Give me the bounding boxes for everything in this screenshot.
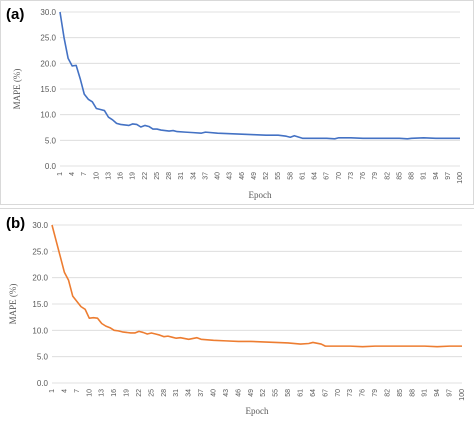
x-tick-label: 1 bbox=[49, 389, 56, 393]
panel-a-label: (a) bbox=[6, 6, 25, 23]
chart-panel-a: (a) 0.0 5.0 10.0 15.0 20.0 25.0 30.0 1 4 7 10 13 16 1… bbox=[0, 0, 474, 205]
x-tick-label: 52 bbox=[260, 389, 267, 397]
x-tick-label: 55 bbox=[273, 389, 280, 397]
x-tick-label: 91 bbox=[421, 172, 428, 180]
x-tick-label: 76 bbox=[360, 172, 367, 180]
x-tick-label: 67 bbox=[324, 172, 331, 180]
x-tick-label: 100 bbox=[459, 389, 466, 401]
x-tick-label: 61 bbox=[297, 389, 304, 397]
chart-b-svg: 0.0 5.0 10.0 15.0 20.0 25.0 30.0 1 4 7 10 13 16 19 22 2… bbox=[8, 221, 466, 416]
x-tick-label: 67 bbox=[322, 389, 329, 397]
x-tick-label: 37 bbox=[198, 389, 205, 397]
x-tick-label: 70 bbox=[336, 172, 343, 180]
x-tick-label: 49 bbox=[251, 172, 258, 180]
x-tick-label: 22 bbox=[142, 172, 149, 180]
x-tick-label: 64 bbox=[310, 389, 317, 397]
x-tick-label: 7 bbox=[81, 172, 88, 176]
x-tick-label: 10 bbox=[86, 389, 93, 397]
x-tick-label: 64 bbox=[312, 172, 319, 180]
x-tick-label: 49 bbox=[248, 389, 255, 397]
x-tick-label: 88 bbox=[409, 172, 416, 180]
x-tick-label: 79 bbox=[372, 389, 379, 397]
x-tick-label: 46 bbox=[239, 172, 246, 180]
x-tick-label: 97 bbox=[447, 389, 454, 397]
x-tick-label: 28 bbox=[161, 389, 168, 397]
x-tick-label: 25 bbox=[154, 172, 161, 180]
x-tick-label: 28 bbox=[166, 172, 173, 180]
x-tick-label: 1 bbox=[57, 172, 64, 176]
panel-b-label: (b) bbox=[6, 215, 26, 232]
x-tick-label: 70 bbox=[335, 389, 342, 397]
y-tick-label: 0.0 bbox=[45, 162, 57, 171]
y-tick-label: 0.0 bbox=[37, 379, 49, 388]
chart-a-svg: 0.0 5.0 10.0 15.0 20.0 25.0 30.0 1 4 7 10 13 16 19 22 2… bbox=[12, 8, 464, 200]
y-tick-label: 25.0 bbox=[40, 34, 56, 43]
x-tick-label: 16 bbox=[118, 172, 125, 180]
x-tick-label: 10 bbox=[93, 172, 100, 180]
x-tick-label: 58 bbox=[287, 172, 294, 180]
y-tick-label: 20.0 bbox=[32, 274, 48, 283]
x-tick-label: 79 bbox=[372, 172, 379, 180]
y-tick-label: 15.0 bbox=[32, 300, 48, 309]
y-tick-label: 10.0 bbox=[32, 326, 48, 335]
x-tick-label: 13 bbox=[105, 172, 112, 180]
x-tick-label: 91 bbox=[422, 389, 429, 397]
x-tick-label: 97 bbox=[445, 172, 452, 180]
x-tick-label: 94 bbox=[433, 172, 440, 180]
x-tick-label: 61 bbox=[299, 172, 306, 180]
x-tick-label: 22 bbox=[136, 389, 143, 397]
x-tick-label: 13 bbox=[99, 389, 106, 397]
x-tick-label: 82 bbox=[384, 389, 391, 397]
x-tick-label: 85 bbox=[396, 172, 403, 180]
x-tick-label: 58 bbox=[285, 389, 292, 397]
x-tick-label: 19 bbox=[124, 389, 131, 397]
x-tick-label: 16 bbox=[111, 389, 118, 397]
x-tick-label: 31 bbox=[178, 172, 185, 180]
x-axis-title: Epoch bbox=[249, 190, 272, 200]
x-tick-label: 43 bbox=[227, 172, 234, 180]
x-tick-label: 52 bbox=[263, 172, 270, 180]
y-tick-label: 15.0 bbox=[40, 85, 56, 94]
y-axis-title: MAPE (%) bbox=[12, 69, 22, 110]
y-tick-label: 25.0 bbox=[32, 247, 48, 256]
x-tick-label: 76 bbox=[360, 389, 367, 397]
y-tick-label: 30.0 bbox=[32, 221, 48, 230]
x-tick-label: 73 bbox=[347, 389, 354, 397]
y-tick-label: 10.0 bbox=[40, 111, 56, 120]
y-tick-label: 5.0 bbox=[45, 136, 57, 145]
x-tick-label: 40 bbox=[211, 389, 218, 397]
x-tick-label: 34 bbox=[186, 389, 193, 397]
x-tick-label: 100 bbox=[457, 172, 464, 184]
y-axis-title: MAPE (%) bbox=[8, 284, 18, 325]
x-tick-label: 88 bbox=[409, 389, 416, 397]
x-tick-label: 82 bbox=[384, 172, 391, 180]
x-tick-label: 37 bbox=[202, 172, 209, 180]
series-line bbox=[51, 224, 462, 348]
x-tick-label: 4 bbox=[61, 389, 68, 393]
y-tick-label: 20.0 bbox=[40, 59, 56, 68]
x-tick-label: 34 bbox=[190, 172, 197, 180]
x-axis-title: Epoch bbox=[246, 406, 269, 416]
x-tick-label: 73 bbox=[348, 172, 355, 180]
x-tick-label: 19 bbox=[130, 172, 137, 180]
chart-panel-b: (b) 0.0 5.0 10.0 15.0 20.0 25.0 30.0 1 4 7 10 13 16 1… bbox=[0, 208, 474, 423]
x-tick-label: 4 bbox=[69, 172, 76, 176]
x-tick-label: 55 bbox=[275, 172, 282, 180]
y-tick-label: 5.0 bbox=[37, 353, 49, 362]
x-tick-label: 31 bbox=[173, 389, 180, 397]
y-tick-label: 30.0 bbox=[40, 8, 56, 17]
x-tick-label: 94 bbox=[434, 389, 441, 397]
x-tick-label: 85 bbox=[397, 389, 404, 397]
series-line bbox=[59, 11, 460, 140]
x-tick-label: 7 bbox=[74, 389, 81, 393]
x-tick-label: 25 bbox=[148, 389, 155, 397]
x-tick-label: 43 bbox=[223, 389, 230, 397]
x-tick-label: 40 bbox=[215, 172, 222, 180]
x-tick-label: 46 bbox=[235, 389, 242, 397]
